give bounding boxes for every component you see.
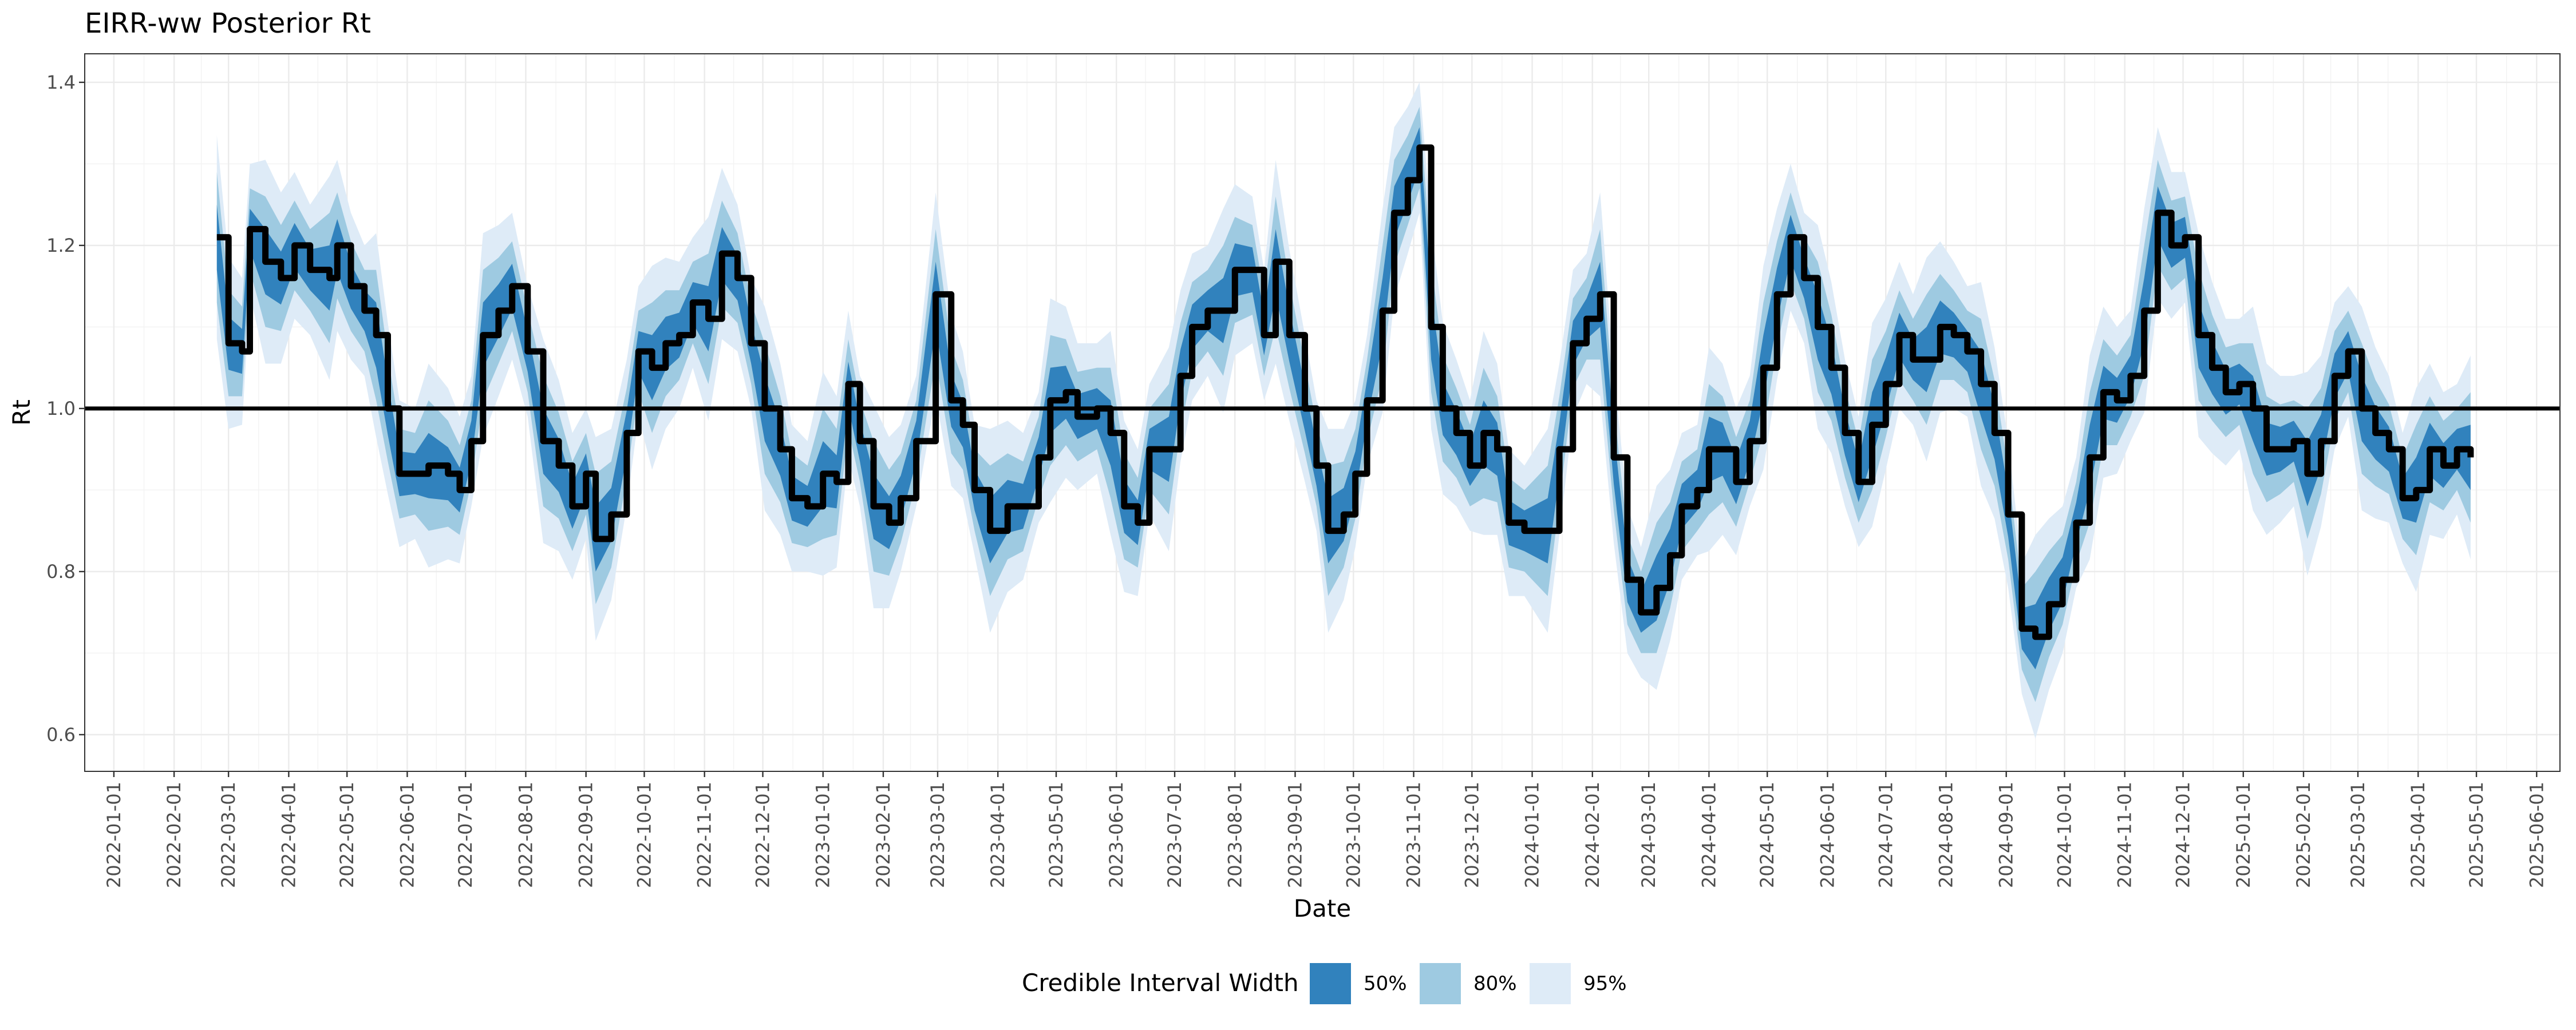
- x-tick-label: 2023-08-01: [1224, 782, 1246, 888]
- x-tick-label: 2024-11-01: [2114, 782, 2136, 888]
- y-tick-label: 1.2: [46, 235, 76, 256]
- x-tick-label: 2022-05-01: [336, 782, 358, 888]
- x-tick-label: 2023-03-01: [927, 782, 949, 888]
- legend-title: Credible Interval Width: [1022, 969, 1299, 997]
- x-tick-label: 2022-03-01: [218, 782, 239, 888]
- x-tick-label: 2023-02-01: [872, 782, 894, 888]
- x-tick-label: 2022-07-01: [455, 782, 476, 888]
- band-95pct: [216, 82, 2471, 739]
- x-tick-label: 2022-06-01: [396, 782, 418, 888]
- x-tick-label: 2024-07-01: [1875, 782, 1897, 888]
- legend-label: 50%: [1364, 972, 1407, 995]
- legend: Credible Interval Width 50% 80% 95%: [1022, 963, 1627, 1004]
- x-tick-label: 2024-02-01: [1582, 782, 1603, 888]
- x-axis: 2022-01-01 2022-02-01 2022-03-01 2022-04-01…: [103, 771, 2547, 888]
- x-tick-label: 2022-08-01: [515, 782, 536, 888]
- x-tick-label: 2024-05-01: [1756, 782, 1778, 888]
- plot-background: [85, 54, 2560, 771]
- x-tick-label: 2023-01-01: [812, 782, 834, 888]
- legend-label: 80%: [1473, 972, 1517, 995]
- x-tick-label: 2022-09-01: [575, 782, 597, 888]
- plot-panel-border: [84, 53, 2561, 772]
- rt-median-line: [216, 144, 2474, 640]
- x-tick-label: 2023-12-01: [1461, 782, 1483, 888]
- x-tick-label: 2023-05-01: [1045, 782, 1067, 888]
- x-tick-label: 2025-06-01: [2526, 782, 2547, 888]
- x-tick-label: 2025-03-01: [2347, 782, 2369, 888]
- x-tick-label: 2023-11-01: [1403, 782, 1425, 888]
- x-tick-label: 2025-01-01: [2233, 782, 2254, 888]
- x-tick-label: 2022-12-01: [752, 782, 774, 888]
- x-tick-label: 2024-01-01: [1522, 782, 1543, 888]
- x-tick-label: 2022-01-01: [103, 782, 125, 888]
- legend-key-80pct: [1420, 963, 1461, 1004]
- x-tick-label: 2024-06-01: [1816, 782, 1838, 888]
- x-tick-label: 2024-09-01: [1996, 782, 2017, 888]
- x-tick-label: 2025-05-01: [2466, 782, 2487, 888]
- x-tick-label: 2022-11-01: [694, 782, 716, 888]
- x-tick-label: 2025-02-01: [2293, 782, 2314, 888]
- legend-key-95pct: [1530, 963, 1571, 1004]
- x-tick-label: 2023-09-01: [1284, 782, 1306, 888]
- x-tick-label: 2023-10-01: [1342, 782, 1364, 888]
- x-tick-label: 2024-10-01: [2054, 782, 2076, 888]
- x-tick-label: 2024-08-01: [1935, 782, 1957, 888]
- chart-title: EIRR-ww Posterior Rt: [85, 7, 371, 39]
- x-tick-label: 2023-07-01: [1164, 782, 1186, 888]
- y-axis-title: Rt: [7, 399, 35, 426]
- x-tick-label: 2023-06-01: [1105, 782, 1127, 888]
- y-tick-label: 1.4: [46, 72, 76, 93]
- median-series: [216, 144, 2474, 640]
- y-tick-label: 0.6: [46, 724, 76, 746]
- x-tick-label: 2024-12-01: [2172, 782, 2194, 888]
- x-axis-title: Date: [1294, 894, 1351, 922]
- y-tick-label: 1.0: [46, 398, 76, 419]
- x-tick-label: 2022-04-01: [278, 782, 299, 888]
- x-tick-label: 2022-02-01: [163, 782, 185, 888]
- y-axis: 0.6 0.8 1.0 1.2 1.4: [46, 72, 85, 746]
- credible-interval-bands: [216, 82, 2471, 739]
- legend-key-50pct: [1310, 963, 1351, 1004]
- x-tick-label: 2025-04-01: [2407, 782, 2429, 888]
- y-tick-label: 0.8: [46, 561, 76, 583]
- x-tick-label: 2024-03-01: [1638, 782, 1660, 888]
- x-tick-label: 2024-04-01: [1698, 782, 1720, 888]
- legend-label: 95%: [1583, 972, 1627, 995]
- x-tick-label: 2022-10-01: [633, 782, 655, 888]
- x-tick-label: 2023-04-01: [987, 782, 1009, 888]
